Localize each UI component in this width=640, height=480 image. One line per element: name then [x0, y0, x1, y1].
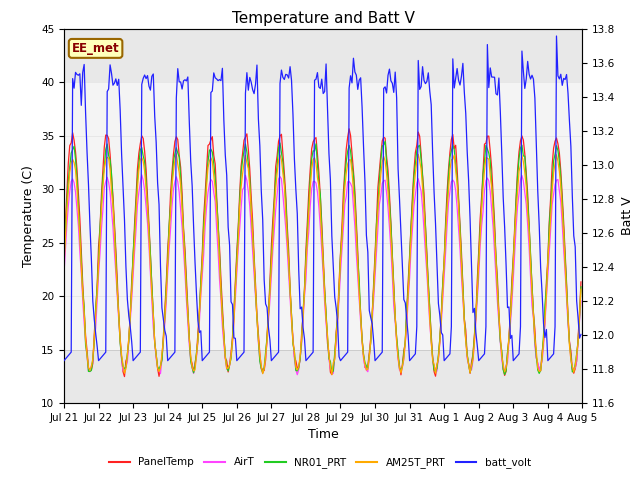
X-axis label: Time: Time — [308, 429, 339, 442]
Y-axis label: Temperature (C): Temperature (C) — [22, 165, 35, 267]
Legend: PanelTemp, AirT, NR01_PRT, AM25T_PRT, batt_volt: PanelTemp, AirT, NR01_PRT, AM25T_PRT, ba… — [105, 453, 535, 472]
Title: Temperature and Batt V: Temperature and Batt V — [232, 11, 415, 26]
Y-axis label: Batt V: Batt V — [621, 197, 634, 235]
Text: EE_met: EE_met — [72, 42, 120, 55]
Bar — [64, 82, 582, 350]
